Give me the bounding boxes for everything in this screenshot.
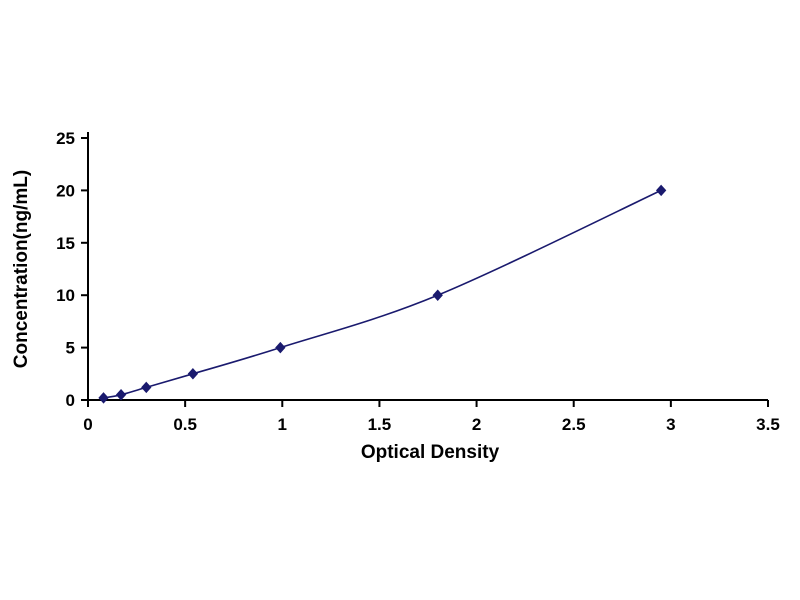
x-tick-label: 3.5: [756, 415, 780, 434]
x-tick-label: 0.5: [173, 415, 197, 434]
x-tick-label: 2: [472, 415, 481, 434]
data-point-marker: [655, 184, 667, 197]
x-tick-label: 3: [666, 415, 675, 434]
y-tick-label: 0: [66, 391, 75, 410]
x-axis-title: Optical Density: [361, 442, 500, 463]
x-tick-label: 2.5: [562, 415, 586, 434]
y-tick-label: 10: [56, 286, 75, 305]
plot-layer: 0 0.5 1 1.5 2 2.5 3 3.5 0 5 10 15 20 25: [56, 129, 780, 434]
data-point-marker: [115, 389, 127, 401]
standard-curve-line: [103, 189, 662, 399]
data-point-marker: [141, 381, 152, 394]
x-tick-label: 1: [278, 415, 287, 434]
data-point-marker: [98, 392, 109, 404]
data-point-marker: [275, 341, 286, 354]
data-point-marker: [432, 289, 443, 301]
x-tick-label: 0: [83, 415, 92, 434]
y-tick-label: 20: [56, 181, 75, 200]
x-tick-label: 1.5: [368, 415, 392, 434]
data-point-marker: [187, 368, 199, 380]
y-tick-label: 5: [66, 339, 75, 358]
y-tick-label: 15: [56, 234, 75, 253]
y-tick-label: 25: [56, 129, 75, 148]
y-axis-title: Concentration(ng/mL): [11, 170, 32, 368]
